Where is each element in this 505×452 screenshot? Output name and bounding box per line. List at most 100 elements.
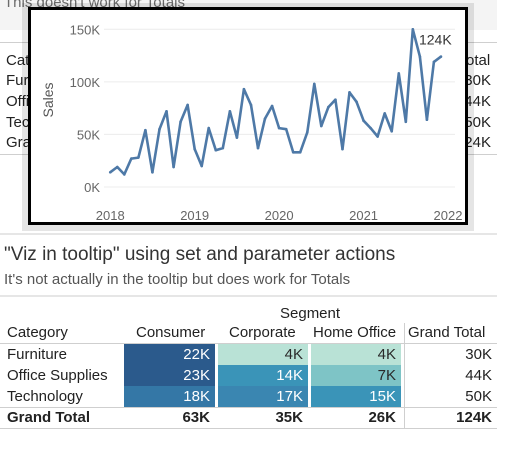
y-tick-label: 100K (70, 75, 101, 90)
row-total: 30K (465, 346, 492, 363)
data-point (122, 173, 126, 176)
section-divider (0, 233, 497, 235)
data-point (242, 87, 246, 91)
sales-line (109, 27, 442, 176)
column-header-grand-total: Grand Total (408, 324, 486, 341)
tooltip-popup[interactable]: 0K 50K 100K 150K 2018 2019 2020 2021 2022 Sales… (28, 7, 468, 225)
column-header-corporate: Corporate (229, 324, 296, 341)
data-point (263, 117, 267, 120)
data-point (270, 104, 274, 108)
data-point (320, 124, 323, 128)
background-row-value: otal (466, 52, 491, 69)
heat-cell[interactable]: 7K (311, 365, 401, 386)
data-point (376, 135, 379, 138)
data-point (411, 27, 415, 31)
data-point (341, 147, 344, 151)
data-point (221, 146, 225, 150)
data-point (432, 60, 436, 64)
grand-total-value: 26K (368, 409, 396, 426)
x-tick-label: 2019 (180, 208, 209, 222)
category-header: Category (7, 324, 68, 341)
data-point (397, 72, 401, 75)
data-point (284, 127, 288, 131)
chart-grid (104, 28, 455, 188)
data-point (186, 103, 189, 107)
data-point (249, 103, 253, 107)
data-point (172, 165, 175, 169)
data-point (348, 91, 351, 94)
data-point (214, 148, 218, 152)
heat-cell[interactable]: 22K (124, 344, 215, 365)
grand-total-value: 35K (275, 409, 303, 426)
segment-crosstab: Segment Category Consumer Corporate Home… (0, 304, 497, 434)
data-point (439, 55, 443, 58)
column-divider (404, 323, 405, 428)
data-point (418, 55, 422, 58)
heat-cell[interactable]: 4K (218, 344, 308, 365)
end-value-label: 124K (419, 32, 452, 48)
data-point (404, 120, 408, 124)
data-point (425, 118, 429, 121)
background-row: Offi 44K (0, 93, 497, 113)
data-point (200, 164, 204, 168)
background-row-value: 24K (464, 134, 491, 151)
x-tick-label: 2018 (96, 208, 125, 222)
background-row-value: 50K (464, 114, 491, 131)
data-point (228, 109, 232, 113)
y-axis-label: Sales (40, 82, 56, 117)
data-point (277, 126, 281, 130)
grand-total-label: Grand Total (7, 409, 91, 426)
data-point (235, 136, 239, 139)
background-row-label: Offi (6, 93, 30, 110)
row-total: 50K (465, 388, 492, 405)
chart-series (108, 27, 443, 176)
column-header-consumer: Consumer (136, 324, 206, 341)
row-label-furniture[interactable]: Furniture (7, 346, 68, 363)
background-row-label: Cat (6, 52, 30, 69)
data-point (193, 147, 196, 151)
data-point (137, 156, 140, 159)
heat-cell[interactable]: 17K (218, 386, 308, 407)
data-point (158, 127, 161, 131)
data-point (151, 170, 154, 174)
data-point (334, 98, 337, 102)
data-point (390, 129, 394, 133)
data-point (165, 109, 168, 113)
y-tick-label: 50K (77, 127, 100, 142)
data-point (115, 165, 119, 169)
data-point (179, 120, 182, 124)
section-divider (0, 295, 497, 297)
data-point (144, 128, 147, 132)
heat-cell[interactable]: 14K (218, 365, 308, 386)
background-row-value: 30K (464, 72, 491, 89)
row-label-technology[interactable]: Technology (7, 388, 83, 405)
x-tick-label: 2022 (434, 208, 463, 222)
background-subtitle: This doesn't work for Totals (4, 0, 185, 11)
data-point (207, 126, 211, 130)
grand-total-value: 124K (456, 409, 492, 426)
segment-header: Segment (280, 305, 341, 322)
row-label-office-supplies[interactable]: Office Supplies (7, 367, 108, 384)
data-point (130, 157, 133, 160)
y-axis-ticks: 0K 50K 100K 150K (70, 22, 101, 195)
data-point (383, 112, 386, 115)
x-tick-label: 2021 (349, 208, 378, 222)
x-axis-ticks: 2018 2019 2020 2021 2022 (96, 208, 463, 223)
sales-line-chart[interactable]: 0K 50K 100K 150K 2018 2019 2020 2021 2022 Sales… (31, 10, 465, 223)
data-point (355, 100, 358, 104)
heat-cell[interactable]: 15K (311, 386, 401, 407)
grand-total-value: 63K (182, 409, 210, 426)
column-header-home-office: Home Office (313, 324, 397, 341)
data-point (313, 82, 316, 86)
y-tick-label: 0K (84, 180, 100, 195)
heat-cell[interactable]: 18K (124, 386, 215, 407)
viz-subtitle: It's not actually in the tooltip but doe… (4, 271, 351, 288)
row-total: 44K (465, 367, 492, 384)
viz-title: "Viz in tooltip" using set and parameter… (4, 244, 396, 265)
divider (0, 407, 497, 408)
divider (0, 428, 497, 429)
data-point (108, 170, 112, 174)
heat-cell[interactable]: 4K (311, 344, 401, 365)
heat-cell[interactable]: 23K (124, 365, 215, 386)
data-point (369, 126, 372, 130)
